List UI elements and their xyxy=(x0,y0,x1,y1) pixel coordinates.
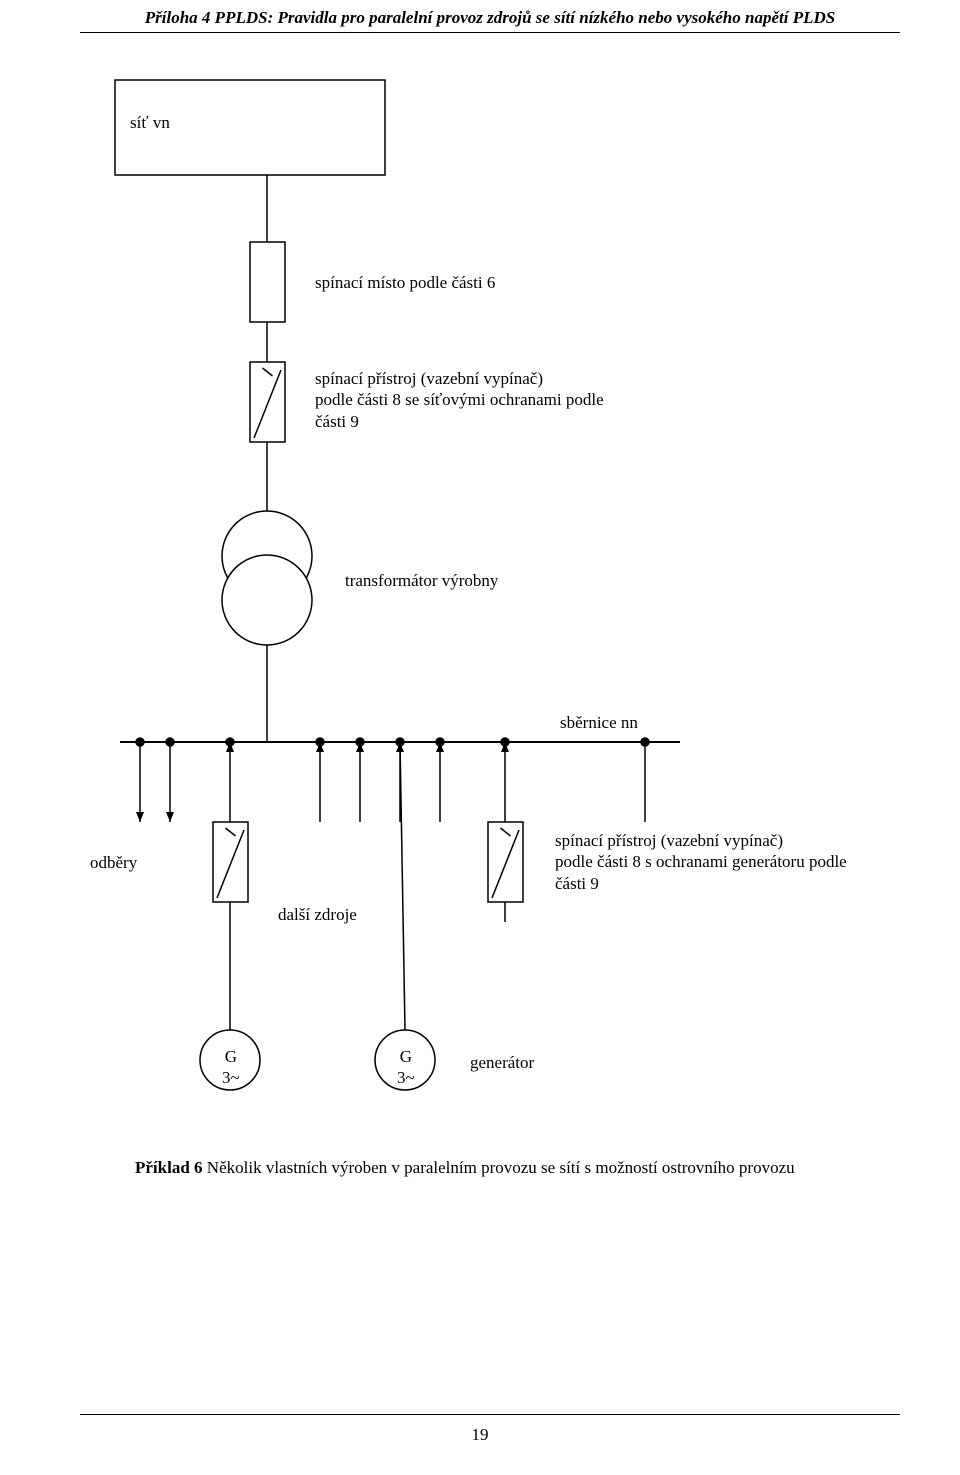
caption-rest: Několik vlastních výroben v paralelním p… xyxy=(203,1158,795,1177)
label-transformer: transformátor výrobny xyxy=(345,570,498,591)
single-line-diagram xyxy=(0,0,960,1475)
label-grid: síť vn xyxy=(130,112,170,133)
label-loads: odběry xyxy=(90,852,137,873)
label-breaker-3: spínací přístroj (vazební vypínač) podle… xyxy=(555,830,847,894)
page: Příloha 4 PPLDS: Pravidla pro paralelní … xyxy=(0,0,960,1475)
page-number: 19 xyxy=(0,1425,960,1445)
figure-caption: Příklad 6 Několik vlastních výroben v pa… xyxy=(135,1158,795,1178)
label-gen-2: G 3~ xyxy=(397,1046,415,1089)
label-generator: generátor xyxy=(470,1052,534,1073)
label-switch-point: spínací místo podle části 6 xyxy=(315,272,495,293)
label-main-breaker: spínací přístroj (vazební vypínač) podle… xyxy=(315,368,604,432)
label-other-sources: další zdroje xyxy=(278,904,357,925)
label-busbar: sběrnice nn xyxy=(560,712,638,733)
footer-rule xyxy=(80,1414,900,1415)
caption-lead: Příklad 6 xyxy=(135,1158,203,1177)
label-gen-1: G 3~ xyxy=(222,1046,240,1089)
